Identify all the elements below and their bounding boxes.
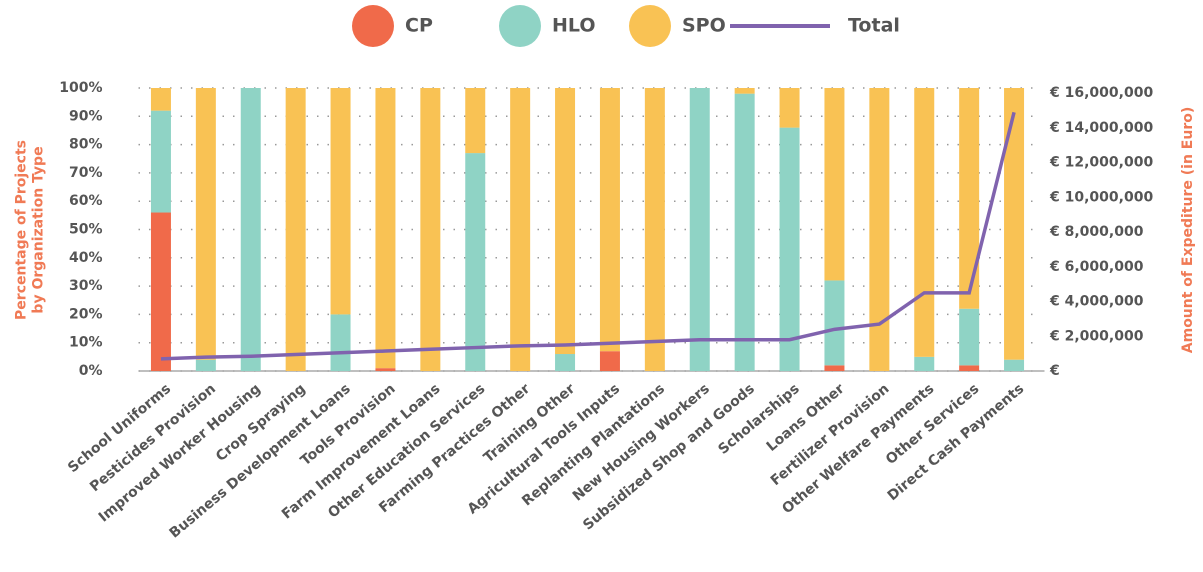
y-tick-label: 90%	[69, 108, 103, 124]
bar-segment	[1004, 359, 1025, 371]
bar-segment	[824, 88, 845, 281]
y2-tick-label: € 2,000,000	[1049, 328, 1144, 344]
legend: CP HLO SPO Total	[352, 5, 900, 47]
bar-segment	[914, 356, 935, 371]
bar-segment	[330, 88, 351, 315]
bar-segment	[869, 88, 890, 371]
bar-segment	[599, 351, 620, 371]
bar-segment	[959, 365, 980, 371]
bar-segment	[285, 88, 306, 371]
bar-segment	[779, 127, 800, 372]
y-tick-label: 10%	[69, 335, 103, 351]
legend-label: Total	[848, 15, 900, 37]
bar-segment	[555, 88, 576, 355]
bar-segment	[150, 110, 171, 213]
y-tick-label: 100%	[59, 80, 102, 96]
legend-label: SPO	[682, 15, 726, 37]
x-tick-label: Loans Other	[764, 381, 848, 455]
bar-segment	[734, 93, 755, 371]
y-axis-title: Percentage of Projectsby Organization Ty…	[14, 140, 47, 320]
y-axis-title-line: by Organization Type	[30, 146, 46, 313]
y2-tick-label: € 6,000,000	[1049, 259, 1144, 275]
legend-swatch	[629, 5, 671, 47]
y2-axis-title: Amount of Expediture (in Euro)	[1180, 107, 1196, 353]
y-tick-label: 0%	[79, 363, 103, 379]
y2-tick-label: € 16,000,000	[1049, 85, 1153, 101]
y2-tick-label: €	[1049, 363, 1060, 379]
bar-segment	[330, 314, 351, 371]
x-tick-label: Scholarships	[715, 381, 802, 458]
legend-swatch	[352, 5, 394, 47]
y-tick-label: 20%	[69, 306, 103, 322]
y-tick-label: 30%	[69, 278, 103, 294]
legend-swatch	[499, 5, 541, 47]
y-tick-label: 70%	[69, 165, 103, 181]
bar-segment	[1004, 88, 1025, 360]
y2-tick-label: € 14,000,000	[1049, 120, 1153, 136]
bar-segment	[599, 88, 620, 352]
y2-tick-label: € 10,000,000	[1049, 189, 1153, 205]
bar-segment	[240, 88, 261, 371]
y-axis-title-line: Percentage of Projects	[14, 140, 30, 320]
bar-segment	[420, 88, 441, 371]
bar-segment	[150, 212, 171, 371]
bar-segment	[465, 88, 486, 154]
bar-segment	[195, 88, 216, 360]
bar-segment	[644, 88, 665, 371]
bar-segment	[375, 88, 396, 369]
y-tick-label: 40%	[69, 250, 103, 266]
bar-segment	[375, 368, 396, 371]
y-tick-label: 80%	[69, 137, 103, 153]
bar-segment	[195, 359, 216, 371]
y-tick-label: 60%	[69, 193, 103, 209]
bar-segment	[959, 88, 980, 309]
bar-segment	[959, 308, 980, 366]
bar-segment	[914, 88, 935, 357]
bar-segment	[824, 365, 845, 371]
y2-tick-label: € 4,000,000	[1049, 294, 1144, 310]
bar-segment	[779, 88, 800, 128]
bar-segment	[150, 88, 171, 111]
legend-label: CP	[405, 15, 433, 37]
y-tick-label: 50%	[69, 222, 103, 238]
bar-segment	[824, 280, 845, 366]
bar-segment	[555, 354, 576, 371]
y2-tick-label: € 12,000,000	[1049, 155, 1153, 171]
legend-label: HLO	[552, 15, 595, 37]
bar-segment	[689, 88, 710, 371]
total-line	[160, 111, 1016, 361]
bar-segment	[510, 88, 531, 371]
y2-tick-label: € 8,000,000	[1049, 224, 1144, 240]
bar-segment	[734, 88, 755, 94]
bar-segment	[465, 153, 486, 371]
